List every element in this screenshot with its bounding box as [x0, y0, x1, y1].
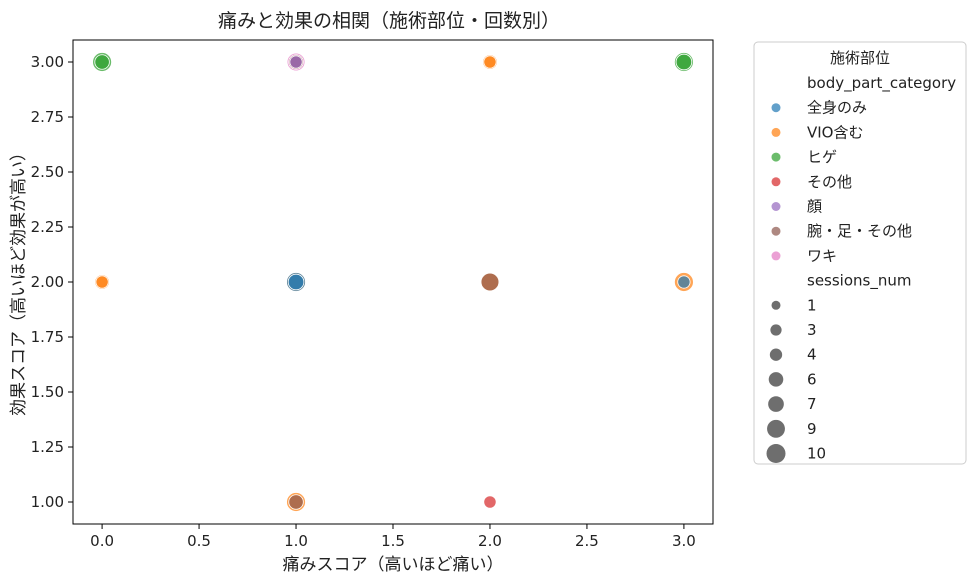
- legend-size-label: 7: [807, 395, 817, 413]
- legend-hue-title: body_part_category: [807, 74, 956, 93]
- legend-marker: [771, 103, 781, 113]
- x-tick-label: 0.0: [90, 532, 114, 550]
- data-point: [289, 55, 303, 69]
- legend-label: 顔: [807, 198, 822, 216]
- legend-marker: [771, 127, 781, 137]
- legend-title: 施術部位: [830, 49, 890, 67]
- legend-marker: [771, 251, 781, 261]
- chart-title: 痛みと効果の相関（施術部位・回数別）: [218, 10, 560, 32]
- data-point: [287, 273, 305, 291]
- data-point: [483, 55, 497, 69]
- legend-label: VIO含む: [807, 123, 864, 141]
- legend-size-marker: [766, 444, 786, 463]
- x-tick-label: 3.0: [672, 532, 696, 550]
- data-point: [483, 495, 497, 509]
- x-tick-label: 2.5: [575, 532, 599, 550]
- legend-label: 腕・足・その他: [807, 222, 912, 240]
- data-point: [677, 275, 691, 289]
- y-tick-label: 3.00: [31, 53, 64, 71]
- data-point: [94, 54, 110, 70]
- legend-size-label: 10: [807, 445, 826, 463]
- data-point: [675, 53, 693, 71]
- legend-size-marker: [771, 300, 781, 310]
- x-tick-label: 2.0: [478, 532, 502, 550]
- y-tick-label: 2.75: [31, 108, 64, 126]
- legend-size-title: sessions_num: [807, 272, 911, 291]
- y-tick-label: 2.50: [31, 163, 64, 181]
- legend-size-marker: [768, 396, 784, 412]
- x-axis: 0.0 0.5 1.0 1.5 2.0 2.5 3.0: [90, 524, 696, 550]
- y-axis-label: 効果スコア（高いほど効果が高い）: [9, 144, 29, 416]
- legend-size-marker: [769, 348, 783, 361]
- legend-size-marker: [770, 324, 782, 336]
- legend-label: その他: [807, 173, 852, 191]
- x-tick-label: 0.5: [187, 532, 211, 550]
- x-axis-label: 痛みスコア（高いほど痛い）: [283, 555, 504, 575]
- y-tick-label: 1.75: [31, 328, 64, 346]
- y-tick-label: 2.00: [31, 273, 64, 291]
- plot-area: [72, 39, 714, 525]
- x-tick-label: 1.0: [284, 532, 308, 550]
- plot-frame: [72, 39, 714, 525]
- x-tick-label: 1.5: [381, 532, 405, 550]
- legend-box: [753, 41, 967, 465]
- legend-label: 全身のみ: [807, 99, 867, 117]
- legend-size-label: 3: [807, 321, 817, 339]
- legend-size-label: 6: [807, 370, 817, 388]
- legend-size-label: 1: [807, 296, 817, 314]
- y-tick-label: 1.25: [31, 438, 64, 456]
- legend: 施術部位 body_part_category 全身のみ VIO含むヒゲその他顔腕・足…: [753, 41, 967, 465]
- legend-size-marker: [767, 419, 785, 438]
- y-tick-label: 1.00: [31, 493, 64, 511]
- legend-label: ヒゲ: [807, 148, 837, 166]
- data-point: [480, 272, 500, 292]
- y-axis: 1.00 1.25 1.50 1.75 2.00 2.25 2.50 2.75 3.00: [31, 53, 73, 511]
- data-point: [95, 275, 109, 289]
- legend-size-label: 9: [807, 420, 817, 438]
- y-tick-label: 2.25: [31, 218, 64, 236]
- legend-marker: [771, 226, 781, 236]
- legend-size-label: 4: [807, 346, 817, 364]
- data-point: [288, 494, 304, 510]
- legend-marker: [771, 202, 781, 211]
- legend-label: ワキ: [807, 247, 837, 265]
- y-tick-label: 1.50: [31, 383, 64, 401]
- legend-size-marker: [768, 372, 784, 387]
- legend-marker: [771, 177, 781, 187]
- legend-marker: [771, 152, 781, 162]
